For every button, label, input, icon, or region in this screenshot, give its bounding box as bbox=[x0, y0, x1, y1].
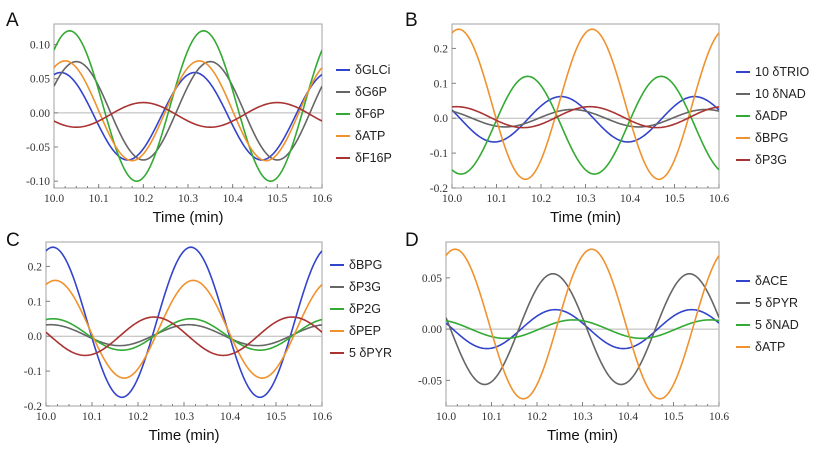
x-tick-label: 10.4 bbox=[618, 411, 638, 423]
x-tick-label: 10.0 bbox=[442, 193, 462, 205]
y-tick-label: -0.05 bbox=[418, 375, 442, 387]
x-axis-label: Time (min) bbox=[152, 209, 223, 226]
panel-letter: D bbox=[405, 230, 419, 251]
x-tick-label: 10.0 bbox=[436, 411, 456, 423]
y-tick-label: 0.05 bbox=[30, 74, 50, 86]
y-tick-label: 0.05 bbox=[422, 273, 442, 285]
x-tick-label: 10.2 bbox=[133, 193, 153, 205]
series-line bbox=[452, 105, 719, 129]
x-tick-label: 10.6 bbox=[709, 411, 729, 423]
x-tick-label: 10.1 bbox=[486, 193, 506, 205]
series-line bbox=[446, 308, 719, 350]
x-tick-label: 10.3 bbox=[178, 193, 198, 205]
legend-label: δG6P bbox=[355, 85, 387, 99]
x-tick-label: 10.5 bbox=[267, 193, 287, 205]
x-tick-label: 10.6 bbox=[312, 411, 332, 423]
x-tick-label: 10.3 bbox=[174, 411, 194, 423]
x-tick-label: 10.4 bbox=[223, 193, 243, 205]
legend-label: δP2G bbox=[349, 302, 381, 316]
legend-label: δATP bbox=[755, 340, 785, 354]
x-tick-label: 10.2 bbox=[128, 411, 148, 423]
panel-a: A 10.0 10.1 10.2 10.3 10.4 10.5 10.6 -0.10 -0.05 0… bbox=[6, 10, 392, 226]
series-line bbox=[446, 248, 719, 400]
legend-label: δP3G bbox=[755, 153, 787, 167]
y-tick-label: -0.2 bbox=[24, 401, 42, 413]
x-tick-label: 10.4 bbox=[620, 193, 640, 205]
series-line bbox=[46, 316, 322, 357]
y-tick-label: 0.10 bbox=[30, 40, 50, 52]
panel-letter: B bbox=[405, 10, 418, 31]
y-tick-label: 0.0 bbox=[434, 113, 449, 125]
legend-label: δP3G bbox=[349, 280, 381, 294]
x-tick-label: 10.5 bbox=[664, 193, 684, 205]
legend-label: 10 δTRIO bbox=[755, 65, 809, 79]
legend-label: 10 δNAD bbox=[755, 87, 806, 101]
x-tick-label: 10.1 bbox=[82, 411, 102, 423]
series-line bbox=[54, 101, 322, 128]
legend-label: δGLCi bbox=[355, 63, 390, 77]
legend-label: δPEP bbox=[349, 324, 381, 338]
panel-c: C 10.0 10.1 10.2 10.3 10.4 10.5 10.6 -0.2 -0.1 0.0… bbox=[6, 230, 392, 444]
x-tick-label: 10.6 bbox=[312, 193, 332, 205]
legend-label: 5 δNAD bbox=[755, 318, 799, 332]
y-tick-label: 0.2 bbox=[434, 43, 449, 55]
y-tick-label: 0.0 bbox=[28, 331, 43, 343]
panel-letter: A bbox=[6, 10, 19, 31]
legend-label: 5 δPYR bbox=[755, 296, 798, 310]
x-axis-label: Time (min) bbox=[550, 209, 621, 226]
legend-label: δF6P bbox=[355, 107, 385, 121]
x-axis-label: Time (min) bbox=[148, 427, 219, 444]
x-tick-label: 10.2 bbox=[531, 193, 551, 205]
legend-label: δATP bbox=[355, 129, 385, 143]
x-tick-label: 10.3 bbox=[572, 411, 592, 423]
x-tick-label: 10.0 bbox=[36, 411, 56, 423]
y-tick-label: -0.1 bbox=[430, 148, 448, 160]
x-tick-label: 10.6 bbox=[709, 193, 729, 205]
x-tick-label: 10.3 bbox=[575, 193, 595, 205]
series-line bbox=[452, 95, 719, 143]
series-line bbox=[54, 60, 322, 161]
x-tick-label: 10.4 bbox=[220, 411, 240, 423]
series-line bbox=[446, 319, 719, 340]
series-line bbox=[54, 71, 322, 161]
y-tick-label: 0.1 bbox=[434, 78, 449, 90]
y-tick-label: -0.10 bbox=[26, 176, 50, 188]
legend-label: δACE bbox=[755, 274, 788, 288]
x-tick-label: 10.5 bbox=[266, 411, 286, 423]
x-axis-label: Time (min) bbox=[547, 427, 618, 444]
series-line bbox=[446, 272, 719, 386]
y-tick-label: -0.2 bbox=[430, 183, 448, 195]
legend-label: δF16P bbox=[355, 151, 392, 165]
series-line bbox=[46, 317, 322, 351]
panel-b: B 10.0 10.1 10.2 10.3 10.4 10.5 10.6 -0.2 -0.1 0.0… bbox=[405, 10, 809, 226]
series-line bbox=[46, 279, 322, 379]
legend-label: δBPG bbox=[755, 131, 788, 145]
y-tick-label: 0.00 bbox=[422, 324, 442, 336]
x-tick-label: 10.1 bbox=[89, 193, 109, 205]
series-line bbox=[54, 60, 322, 162]
y-tick-label: -0.05 bbox=[26, 142, 50, 154]
legend-label: 5 δPYR bbox=[349, 346, 392, 360]
legend-label: δADP bbox=[755, 109, 788, 123]
x-tick-label: 10.0 bbox=[44, 193, 64, 205]
y-tick-label: 0.1 bbox=[28, 296, 43, 308]
series-line bbox=[452, 108, 719, 128]
series-line bbox=[54, 30, 322, 182]
y-tick-label: 0.00 bbox=[30, 108, 50, 120]
series-line bbox=[452, 28, 719, 181]
panel-d: D 10.0 10.1 10.2 10.3 10.4 10.5 10.6 -0.05 0.00 0.… bbox=[405, 230, 799, 444]
y-tick-label: -0.1 bbox=[24, 366, 42, 378]
x-tick-label: 10.5 bbox=[663, 411, 683, 423]
y-tick-label: 0.2 bbox=[28, 261, 43, 273]
legend-label: δBPG bbox=[349, 258, 382, 272]
x-tick-label: 10.1 bbox=[481, 411, 501, 423]
x-tick-label: 10.2 bbox=[527, 411, 547, 423]
panel-letter: C bbox=[6, 230, 20, 251]
